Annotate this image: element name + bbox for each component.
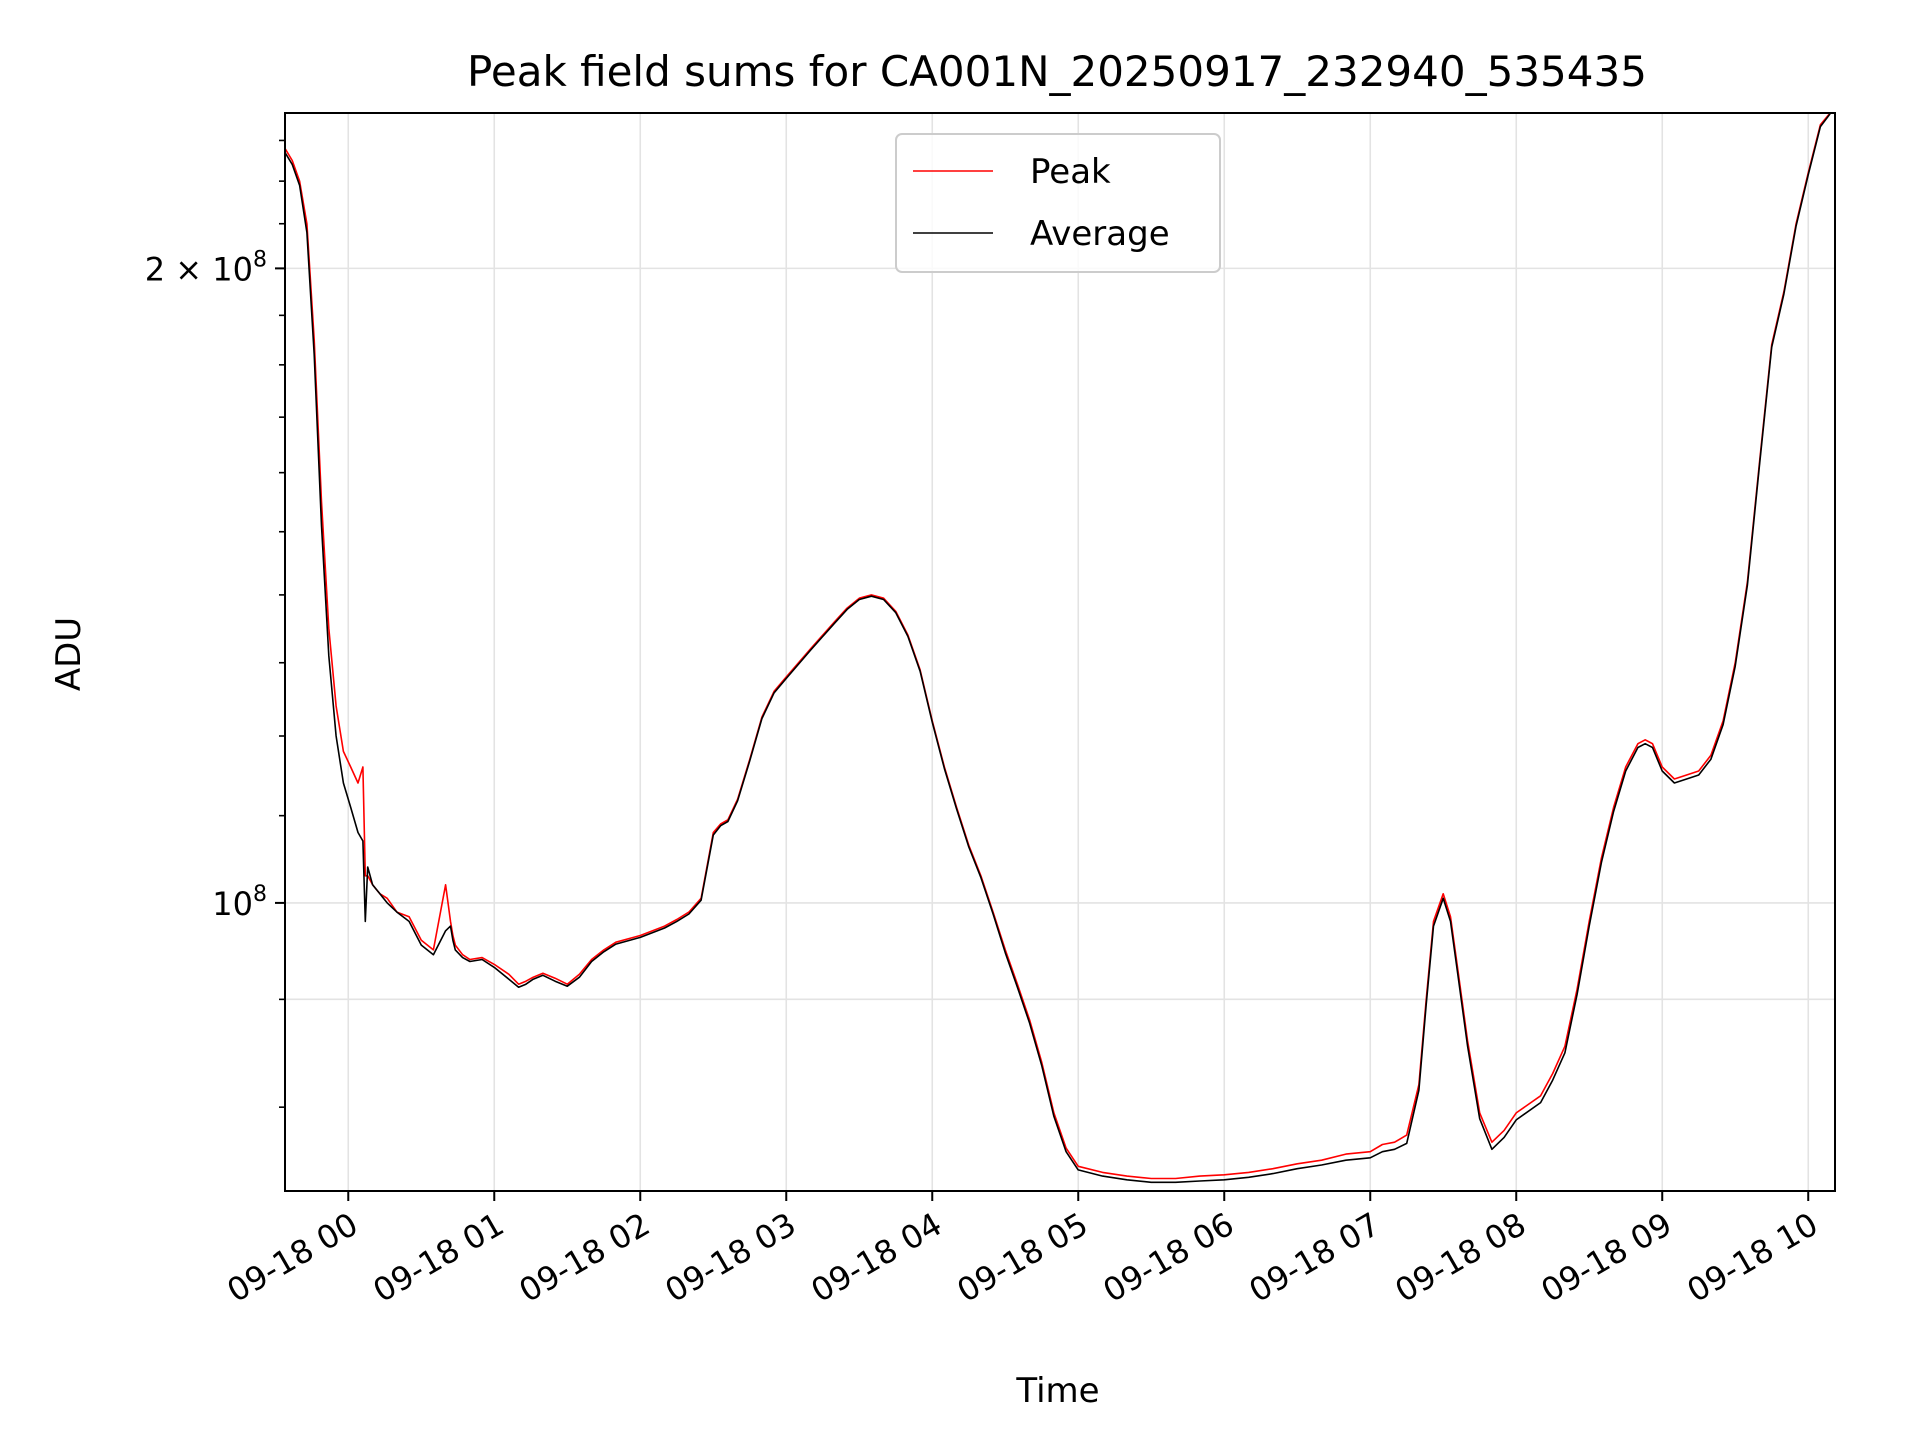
- chart-title: Peak field sums for CA001N_20250917_2329…: [467, 47, 1647, 96]
- legend-label-average: Average: [1030, 214, 1170, 254]
- plot-area-frame: [284, 112, 1836, 1192]
- legend: Peak Average: [895, 133, 1221, 273]
- y-tick-label: 108: [212, 882, 267, 923]
- series-layer: [284, 112, 1831, 1184]
- x-axis-label: Time: [1015, 1371, 1099, 1411]
- legend-box: [895, 133, 1221, 273]
- series-line-average: [284, 113, 1831, 1184]
- legend-label-peak: Peak: [1030, 152, 1111, 192]
- y-tick-label: 2 × 108: [145, 247, 267, 288]
- grid: [285, 113, 1835, 1191]
- y-axis-label: ADU: [49, 617, 89, 691]
- y-axis-ticks: 108 2 × 108: [145, 139, 285, 1108]
